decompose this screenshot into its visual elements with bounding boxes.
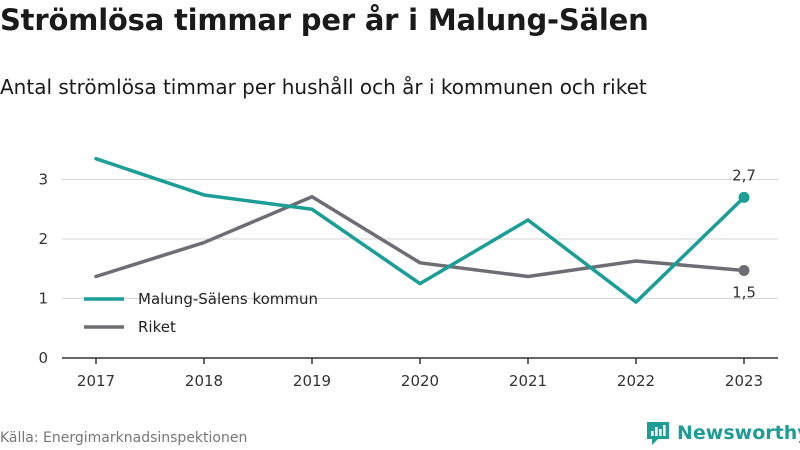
end-point-riket bbox=[738, 265, 750, 277]
source-note: Källa: Energimarknadsinspektionen bbox=[0, 430, 248, 446]
y-tick-label: 0 bbox=[38, 349, 48, 367]
data-label-malung-salen: 2,7 bbox=[732, 166, 756, 184]
x-tick-label: 2023 bbox=[725, 372, 763, 390]
newsworthy-logo-icon bbox=[647, 422, 669, 445]
chart-subtitle: Antal strömlösa timmar per hushåll och å… bbox=[0, 75, 647, 99]
chart-title: Strömlösa timmar per år i Malung-Sälen bbox=[0, 3, 649, 37]
legend-label: Riket bbox=[138, 318, 176, 336]
x-tick-label: 2018 bbox=[185, 372, 223, 390]
y-tick-label: 1 bbox=[38, 290, 48, 308]
data-label-riket: 1,5 bbox=[732, 284, 756, 302]
x-tick-label: 2022 bbox=[617, 372, 655, 390]
x-tick-label: 2019 bbox=[293, 372, 331, 390]
y-tick-label: 3 bbox=[38, 171, 48, 189]
brand-logo: Newsworthy bbox=[645, 420, 800, 446]
line-chart: 0 1 2 3 2017 2018 2019 2020 2021 2022 2023 2,7 1,5 Ma… bbox=[38, 156, 778, 390]
x-tick-label: 2020 bbox=[401, 372, 439, 390]
x-tick-label: 2021 bbox=[509, 372, 547, 390]
y-tick-label: 2 bbox=[38, 230, 48, 248]
series-line-riket bbox=[94, 195, 746, 279]
brand-name: Newsworthy bbox=[677, 422, 800, 444]
legend-label: Malung-Sälens kommun bbox=[138, 290, 318, 308]
x-tick-label: 2017 bbox=[77, 372, 115, 390]
series-line-malung-salen bbox=[94, 156, 746, 304]
end-point-malung-salen bbox=[738, 191, 750, 203]
